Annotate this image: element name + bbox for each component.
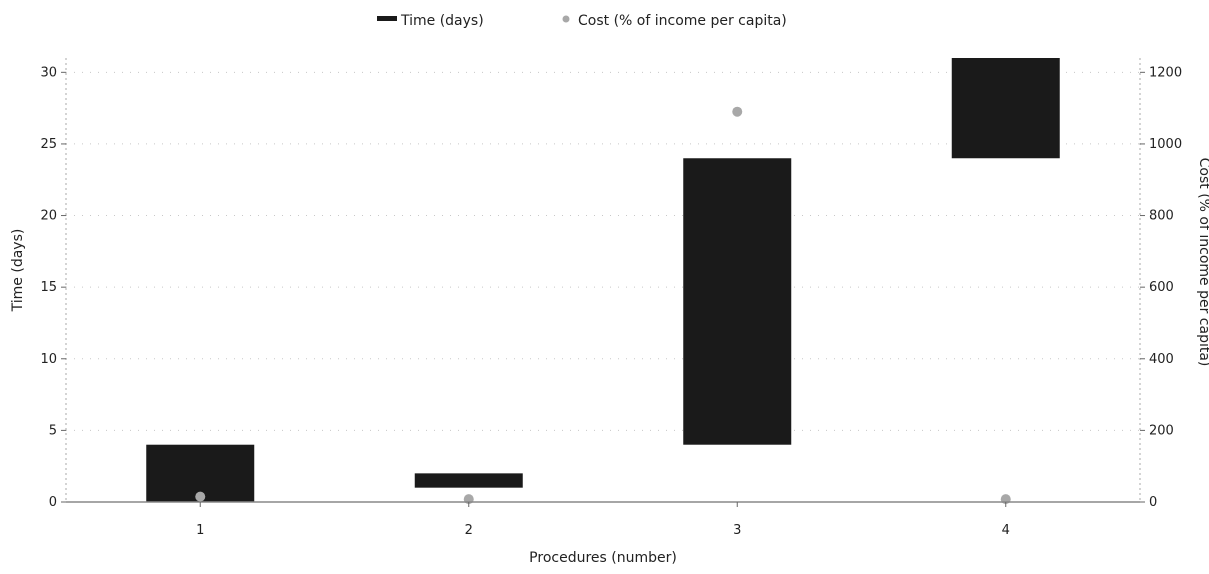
left-tick-label-0: 0 [49, 495, 57, 510]
cost-points [195, 106, 1011, 505]
x-tick-labels: 1 2 3 4 [196, 502, 1010, 538]
legend-swatch-time [377, 16, 397, 21]
legend: Time (days) Cost (% of income per capita… [377, 13, 787, 29]
legend-label-cost: Cost (% of income per capita) [578, 13, 787, 29]
left-tick-label-5: 5 [49, 423, 57, 438]
right-tick-labels: 0 200 400 600 800 1000 1200 [1140, 65, 1182, 510]
left-tick-label-15: 15 [40, 280, 57, 295]
left-tick-label-30: 30 [40, 65, 57, 80]
right-axis-title: Cost (% of income per capita) [1196, 158, 1209, 367]
right-tick-label-0: 0 [1149, 495, 1157, 510]
legend-marker-cost [562, 15, 570, 23]
right-tick-label-200: 200 [1149, 423, 1174, 438]
left-tick-labels: 0 5 10 15 20 25 30 [40, 65, 66, 510]
grid-lines [66, 71, 1140, 431]
x-tick-label-2: 2 [465, 523, 473, 538]
x-tick-label-4: 4 [1002, 523, 1010, 538]
left-tick-label-10: 10 [40, 352, 57, 367]
time-bar-2 [414, 473, 523, 488]
left-tick-label-25: 25 [40, 137, 57, 152]
time-bar-4 [951, 58, 1060, 159]
left-axis-title: Time (days) [10, 229, 26, 313]
axes [65, 58, 1141, 503]
legend-label-time: Time (days) [400, 13, 484, 29]
left-tick-label-20: 20 [40, 209, 57, 224]
right-tick-label-600: 600 [1149, 280, 1174, 295]
cost-point-1 [195, 491, 206, 502]
x-tick-label-3: 3 [733, 523, 741, 538]
x-axis-title: Procedures (number) [529, 550, 677, 566]
x-tick-label-1: 1 [196, 523, 204, 538]
right-tick-label-400: 400 [1149, 352, 1174, 367]
right-tick-label-1200: 1200 [1149, 65, 1182, 80]
time-bar-3 [683, 158, 792, 445]
time-bars [146, 58, 1060, 502]
right-tick-label-1000: 1000 [1149, 137, 1182, 152]
right-tick-label-800: 800 [1149, 209, 1174, 224]
cost-point-3 [732, 106, 743, 117]
